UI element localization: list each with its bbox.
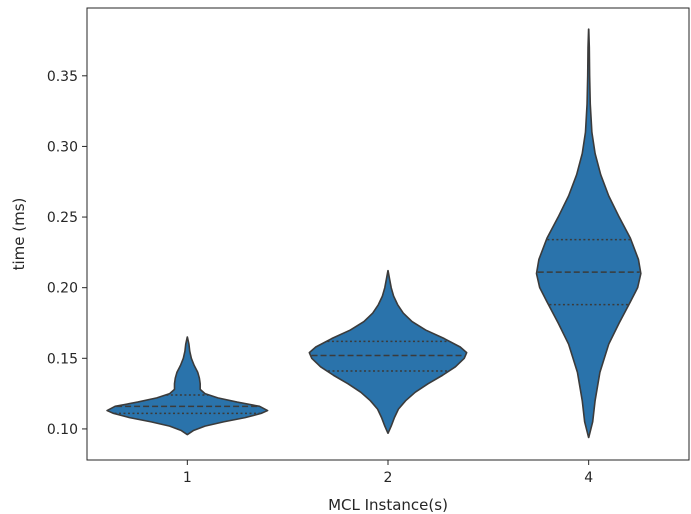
y-tick-label: 0.10 (47, 422, 78, 438)
x-tick-label: 1 (183, 470, 192, 486)
violin-1 (106, 336, 269, 436)
y-tick-label: 0.15 (47, 351, 78, 367)
violin-2 (308, 269, 468, 434)
x-tick-label: 4 (584, 470, 593, 486)
x-axis-label: MCL Instance(s) (328, 496, 448, 514)
x-tick-label: 2 (384, 470, 393, 486)
x-axis: 1 2 4 (183, 460, 593, 486)
y-tick-label: 0.30 (47, 139, 78, 155)
y-tick-label: 0.35 (47, 69, 78, 85)
y-axis-label: time (ms) (10, 198, 28, 271)
violin-layer (106, 28, 642, 439)
violin-4 (535, 28, 642, 439)
y-tick-label: 0.20 (47, 281, 78, 297)
y-axis: 0.10 0.15 0.20 0.25 0.30 0.35 (47, 69, 87, 438)
y-tick-label: 0.25 (47, 210, 78, 226)
